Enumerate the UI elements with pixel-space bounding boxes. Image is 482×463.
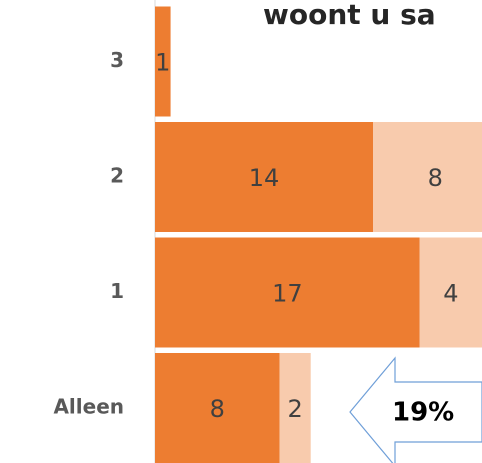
y-tick-label: Alleen <box>53 395 124 419</box>
annotation: 19% <box>392 398 454 428</box>
bar-segment <box>373 122 482 232</box>
bar-segment <box>155 237 420 348</box>
chart-title: woont u sa <box>263 0 436 31</box>
data-label: 1 <box>155 49 170 77</box>
data-label: 4 <box>443 280 458 308</box>
bar-segment <box>155 122 373 232</box>
data-label: 17 <box>272 280 303 308</box>
arrow <box>349 356 482 463</box>
data-label: 2 <box>288 395 303 423</box>
bar-segment <box>419 237 482 348</box>
bar-segment <box>279 353 311 463</box>
data-label: 8 <box>428 164 443 192</box>
data-label: 8 <box>210 395 225 423</box>
data-label: 14 <box>249 164 280 192</box>
bar-segment <box>155 353 280 463</box>
y-tick-label: 3 <box>110 48 124 72</box>
y-tick-label: 2 <box>110 164 124 188</box>
y-tick-label: 1 <box>110 279 124 303</box>
bar-segment <box>155 6 171 117</box>
